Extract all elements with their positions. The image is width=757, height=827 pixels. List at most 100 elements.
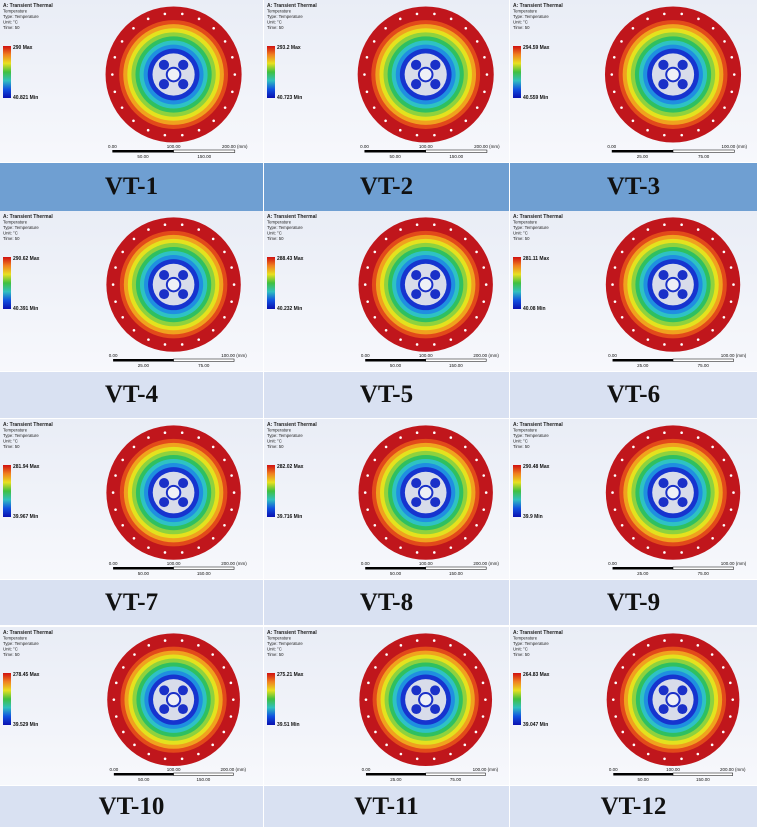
scale-label: 150.00 [197, 154, 211, 159]
legend-header: Unit: °C [267, 20, 282, 25]
vent-hole [415, 431, 419, 435]
vent-hole [696, 644, 700, 647]
vent-hole [449, 228, 453, 231]
legend-header: A: Transient Thermal [3, 3, 53, 9]
vent-hole [415, 343, 419, 346]
scale-label: 0.00 [608, 353, 617, 358]
color-bar [513, 257, 521, 309]
vent-hole [211, 237, 215, 241]
legend-header: A: Transient Thermal [513, 630, 563, 636]
vent-hole [232, 283, 236, 286]
color-bar [267, 673, 275, 725]
legend-header: Unit: °C [3, 647, 18, 652]
vent-hole [399, 752, 403, 756]
hub-center [418, 692, 434, 708]
panel-image: A: Transient Thermal Temperature Type: Tem… [510, 419, 757, 579]
vent-hole [722, 250, 726, 254]
vent-hole [197, 338, 201, 341]
hub-center [665, 484, 681, 501]
hub-center [165, 484, 182, 501]
vent-hole [696, 338, 700, 341]
vent-hole [730, 90, 734, 94]
scale-bar [365, 567, 426, 570]
vent-hole [222, 666, 226, 669]
vent-hole [223, 106, 227, 109]
scale-label: 75.00 [198, 363, 210, 368]
scale-label: 200.00 (mm) [221, 561, 247, 566]
scale-label: 100.00 (mm) [721, 353, 747, 358]
bolt-pad [411, 685, 422, 696]
vent-hole [482, 508, 486, 511]
color-bar [513, 673, 521, 725]
bolt-pad [430, 497, 441, 508]
scale-bar [365, 359, 426, 362]
legend-min: 39.51 Min [277, 722, 300, 728]
vent-hole [121, 315, 125, 319]
legend-min: 40.821 Min [13, 95, 38, 101]
scale-bar [672, 772, 733, 776]
vent-hole [631, 119, 635, 123]
legend-min: 40.08 Min [523, 306, 546, 312]
vent-hole [197, 436, 201, 439]
vent-hole [121, 523, 125, 527]
vent-hole [163, 431, 167, 435]
vent-hole [620, 40, 623, 43]
vent-hole [680, 343, 683, 346]
legend-header: Unit: °C [267, 439, 282, 444]
vent-hole [613, 474, 617, 477]
legend-header: Time: 50 [267, 444, 284, 449]
scale-label: 0.00 [109, 561, 118, 566]
vent-hole [415, 551, 419, 554]
bolt-pad [410, 59, 422, 71]
vent-hole [180, 223, 184, 227]
scale-label: 50.00 [390, 363, 402, 368]
scale-label: 100.00 (mm) [473, 767, 499, 772]
vent-hole [680, 639, 683, 642]
panel-label: VT-10 [0, 786, 263, 827]
hub-center [165, 692, 182, 708]
vent-hole [449, 644, 452, 647]
vent-hole [230, 508, 233, 511]
bolt-pad [677, 289, 688, 300]
legend-header: A: Transient Thermal [267, 3, 317, 9]
vent-hole [475, 106, 479, 109]
hub-center [417, 484, 434, 501]
scale-label: 150.00 [449, 154, 463, 159]
legend-header: Temperature [267, 636, 292, 641]
vent-hole [646, 436, 650, 439]
scale-label: 150.00 [449, 571, 463, 576]
vent-hole [663, 133, 666, 137]
scale-label: 200.00 (mm) [473, 353, 499, 358]
legend-header: Type: Temperature [3, 225, 39, 230]
scale-label: 100.00 [167, 144, 181, 149]
vent-hole [132, 237, 136, 241]
vent-hole [483, 55, 486, 59]
vent-hole [113, 55, 117, 59]
vent-hole [433, 431, 436, 435]
vent-hole [211, 445, 215, 449]
vent-hole [621, 730, 625, 734]
color-bar [3, 46, 11, 98]
color-bar [513, 46, 521, 98]
legend-header: A: Transient Thermal [513, 214, 563, 220]
vent-hole [646, 644, 650, 647]
panel-label: VT-6 [510, 372, 757, 418]
vent-hole [223, 40, 227, 43]
vent-hole [230, 300, 233, 303]
vent-hole [163, 757, 167, 761]
vent-hole [230, 474, 233, 477]
vent-hole [722, 458, 726, 462]
vent-hole [415, 639, 419, 642]
legend-header: Temperature [3, 428, 28, 433]
vent-hole [646, 338, 650, 341]
scale-label: 100.00 (mm) [221, 353, 247, 358]
vent-hole [663, 757, 666, 761]
vent-hole [132, 119, 135, 123]
legend-min: 40.723 Min [277, 95, 302, 101]
vent-hole [474, 730, 478, 734]
panel-label: VT-3 [510, 163, 757, 211]
scale-bar [425, 566, 487, 570]
